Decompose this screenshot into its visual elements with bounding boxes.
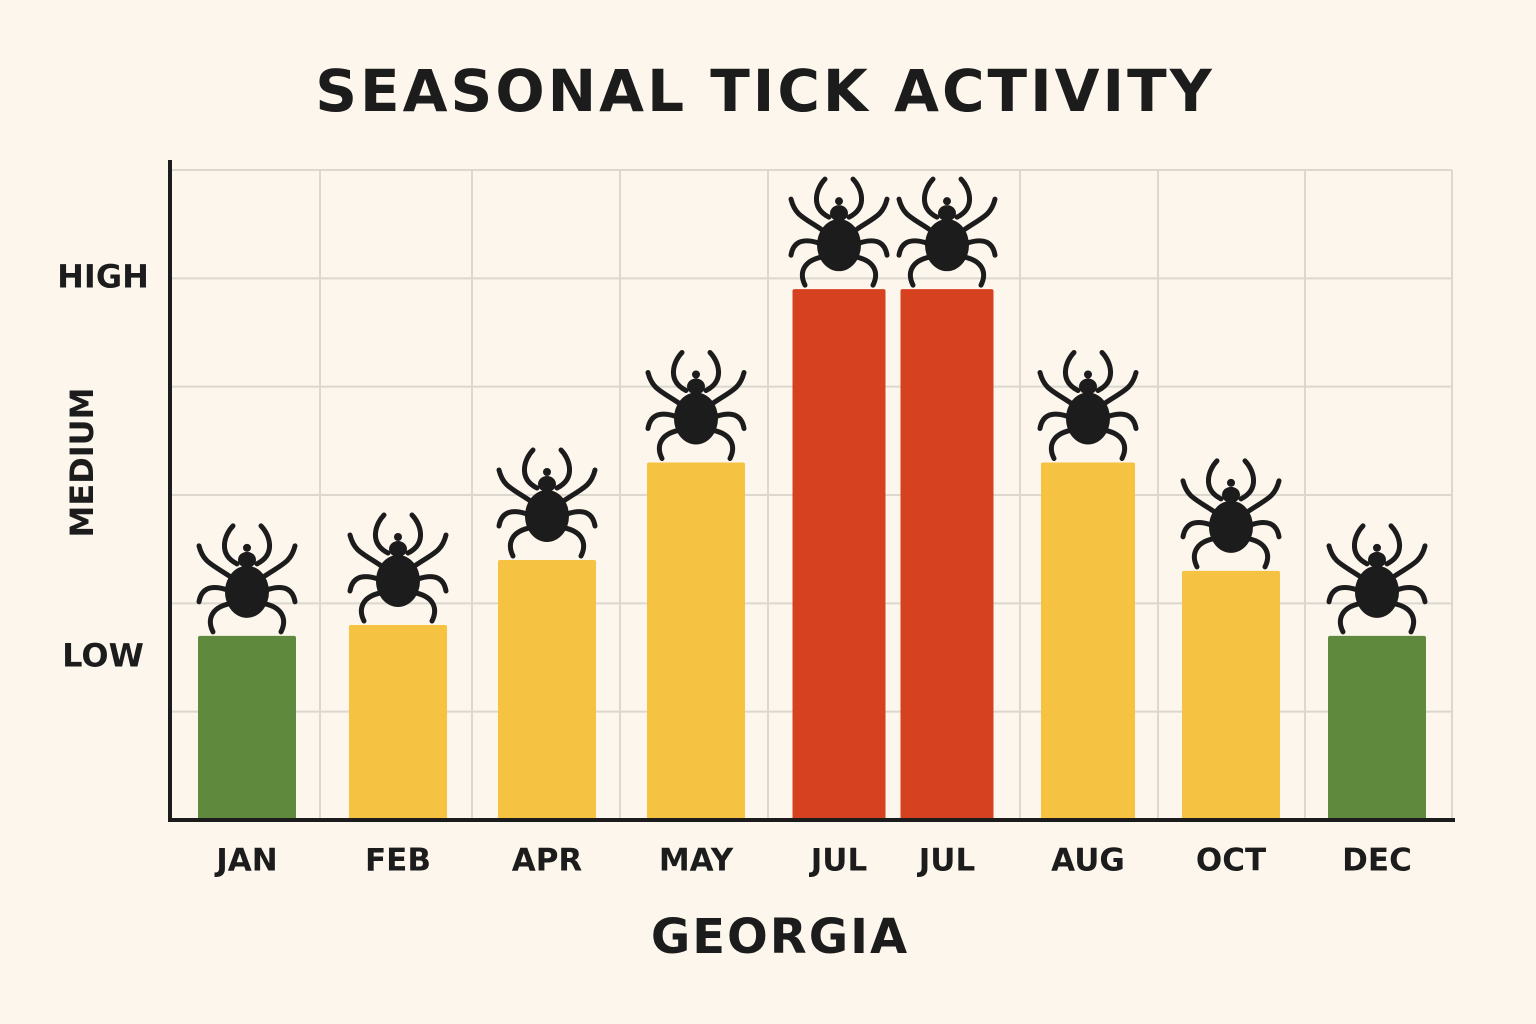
x-tick-label: MAY — [659, 843, 734, 879]
y-tick-label: MEDIUM — [63, 388, 101, 538]
x-tick-label: AUG — [1051, 843, 1125, 879]
tick-icon — [1183, 461, 1279, 567]
tick-icon — [648, 353, 744, 459]
bar — [1182, 570, 1280, 820]
bar — [1041, 462, 1135, 820]
tick-icon — [1329, 526, 1425, 632]
tick-icon — [199, 526, 295, 632]
bar — [900, 289, 994, 821]
x-tick-label: JAN — [214, 843, 277, 879]
chart-title: SEASONAL TICK ACTIVITY — [315, 57, 1214, 125]
bar — [498, 560, 596, 820]
bar — [1328, 635, 1426, 820]
plot — [170, 169, 1452, 821]
bar — [349, 625, 447, 820]
tick-icon — [899, 179, 995, 285]
x-axis-title: GEORGIA — [651, 909, 909, 965]
x-tick-label: JUL — [809, 843, 867, 879]
tick-icon — [791, 179, 887, 285]
y-tick-label: LOW — [62, 637, 144, 675]
tick-icon — [1040, 353, 1136, 459]
bar — [198, 635, 296, 820]
bar — [792, 289, 886, 821]
y-tick-label: HIGH — [57, 257, 149, 295]
tick-icon — [350, 515, 446, 621]
tick-icon — [499, 450, 595, 556]
x-tick-label: DEC — [1342, 843, 1412, 879]
x-tick-label: OCT — [1196, 843, 1266, 879]
bar — [647, 462, 745, 820]
x-tick-label: JUL — [917, 843, 975, 879]
x-tick-label: FEB — [365, 843, 431, 879]
x-tick-label: APR — [512, 843, 583, 879]
